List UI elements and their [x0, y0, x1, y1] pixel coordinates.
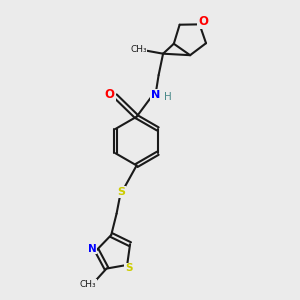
Text: O: O	[198, 16, 208, 28]
Text: O: O	[105, 88, 115, 101]
Text: CH₃: CH₃	[80, 280, 96, 289]
Text: S: S	[125, 263, 132, 274]
Text: N: N	[88, 244, 97, 254]
Text: S: S	[117, 187, 125, 197]
Text: N: N	[151, 90, 160, 100]
Text: H: H	[164, 92, 172, 101]
Text: CH₃: CH₃	[130, 45, 147, 54]
